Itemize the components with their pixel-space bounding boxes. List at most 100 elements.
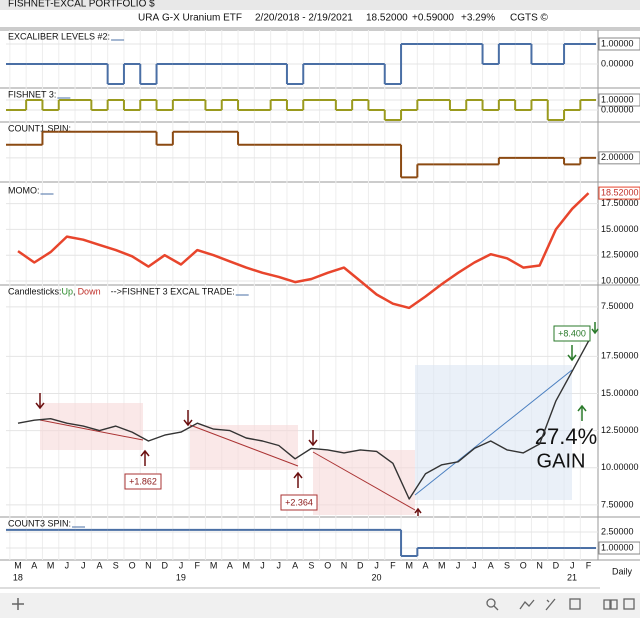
x-year-label: 19	[176, 572, 186, 582]
label-box	[553, 325, 591, 342]
window-title: FISHNET-EXCAL PORTFOLIO $	[8, 0, 155, 10]
x-tick-label: N	[341, 560, 348, 570]
arrow-down	[183, 410, 193, 427]
x-tick-label: M	[210, 560, 218, 570]
gain-percent: 27.4%	[535, 424, 597, 449]
current-value-box	[598, 37, 640, 51]
x-tick-label: A	[96, 560, 102, 570]
x-tick-label: M	[242, 560, 250, 570]
y-tick-label: 17.50000	[601, 198, 639, 208]
x-tick-label: J	[472, 560, 477, 570]
x-tick-label: J	[65, 560, 70, 570]
panel-title: EXCALIBER LEVELS #2:	[8, 31, 110, 41]
label-box	[280, 494, 318, 511]
y-tick-label: 0.00000	[601, 104, 634, 114]
x-tick-label: F	[390, 560, 396, 570]
y-tick-label: 17.50000	[601, 351, 639, 361]
arrow-up	[414, 507, 422, 516]
x-tick-label: A	[488, 560, 494, 570]
title-bar	[0, 0, 640, 10]
data-line	[17, 340, 590, 500]
y-tick-label: 10.00000	[601, 275, 639, 285]
add-button[interactable]	[12, 598, 24, 610]
arrow-down	[567, 345, 577, 362]
y-tick-label: 7.50000	[601, 301, 634, 311]
x-year-label: 18	[13, 572, 23, 582]
y-tick-label: 15.00000	[601, 224, 639, 234]
gain-word: GAIN	[537, 450, 586, 472]
panel-title: FISHNET 3:	[8, 89, 56, 99]
percent-change: +3.29%	[461, 13, 495, 24]
arrow-up	[140, 449, 150, 466]
trend-line	[189, 424, 299, 467]
x-tick-label: A	[422, 560, 428, 570]
x-tick-label: S	[308, 560, 314, 570]
trend-line	[39, 419, 144, 441]
x-tick-label: J	[570, 560, 575, 570]
book-button[interactable]	[603, 599, 618, 610]
arrow-up	[293, 471, 303, 488]
current-value-box	[598, 151, 640, 165]
trade-zone	[313, 450, 415, 515]
x-tick-label: M	[405, 560, 413, 570]
legend-separator: ,	[73, 286, 76, 296]
current-value-box	[598, 541, 640, 555]
search-button[interactable]	[486, 598, 499, 611]
toolbar	[0, 593, 640, 618]
draw-button[interactable]	[545, 598, 556, 611]
x-tick-label: O	[324, 560, 331, 570]
y-tick-label: 7.50000	[601, 499, 634, 509]
x-tick-label: J	[81, 560, 86, 570]
trend-line	[312, 451, 416, 511]
x-tick-label: S	[504, 560, 510, 570]
x-tick-label: M	[438, 560, 446, 570]
x-tick-label: N	[145, 560, 152, 570]
x-tick-label: D	[357, 560, 364, 570]
legend-entry: Down	[78, 286, 101, 296]
y-tick-label: 10.00000	[601, 462, 639, 472]
gain-label: +1.862	[129, 476, 157, 486]
trend-line	[414, 369, 573, 496]
layout-button[interactable]	[623, 598, 635, 610]
x-tick-label: J	[456, 560, 461, 570]
gain-label: +8.400	[558, 328, 586, 338]
x-tick-label: F	[195, 560, 201, 570]
trade-zone	[190, 425, 298, 470]
date-range: 2/20/2018 - 2/19/2021	[255, 13, 353, 24]
series-layer	[6, 43, 596, 558]
last-value-box	[598, 186, 640, 200]
x-tick-label: D	[553, 560, 560, 570]
last-value-label: 18.52000	[601, 187, 639, 197]
x-year-label: 20	[371, 572, 381, 582]
arrow-down	[308, 430, 318, 447]
panel-subtitle: -->FISHNET 3 EXCAL TRADE:	[111, 286, 235, 296]
chart-type-button[interactable]	[519, 599, 535, 610]
x-tick-label: J	[179, 560, 184, 570]
y-tick-label: 15.00000	[601, 388, 639, 398]
y-tick-label: 2.00000	[601, 152, 634, 162]
x-tick-label: M	[47, 560, 55, 570]
x-tick-label: O	[520, 560, 527, 570]
x-tick-label: A	[31, 560, 37, 570]
legend-entry: Up	[62, 286, 74, 296]
x-tick-label: D	[161, 560, 168, 570]
y-tick-label: 1.00000	[601, 94, 634, 104]
x-tick-label: F	[586, 560, 592, 570]
x-tick-label: A	[227, 560, 233, 570]
arrow-down	[35, 393, 45, 410]
data-line	[17, 192, 590, 310]
y-tick-label: 1.00000	[601, 38, 634, 48]
y-tick-label: 2.50000	[601, 526, 634, 536]
indicator-button[interactable]	[569, 598, 581, 610]
x-tick-label: J	[260, 560, 265, 570]
symbol-name: G-X Uranium ETF	[162, 13, 242, 24]
label-box	[124, 473, 162, 490]
x-tick-label: M	[14, 560, 22, 570]
price-change: +0.59000	[412, 13, 454, 24]
x-tick-label: J	[374, 560, 379, 570]
arrow-up	[577, 404, 587, 421]
last-price: 18.52000	[366, 13, 408, 24]
panel-title: COUNT1 SPIN:	[8, 123, 71, 133]
source: CGTS ©	[510, 13, 549, 24]
